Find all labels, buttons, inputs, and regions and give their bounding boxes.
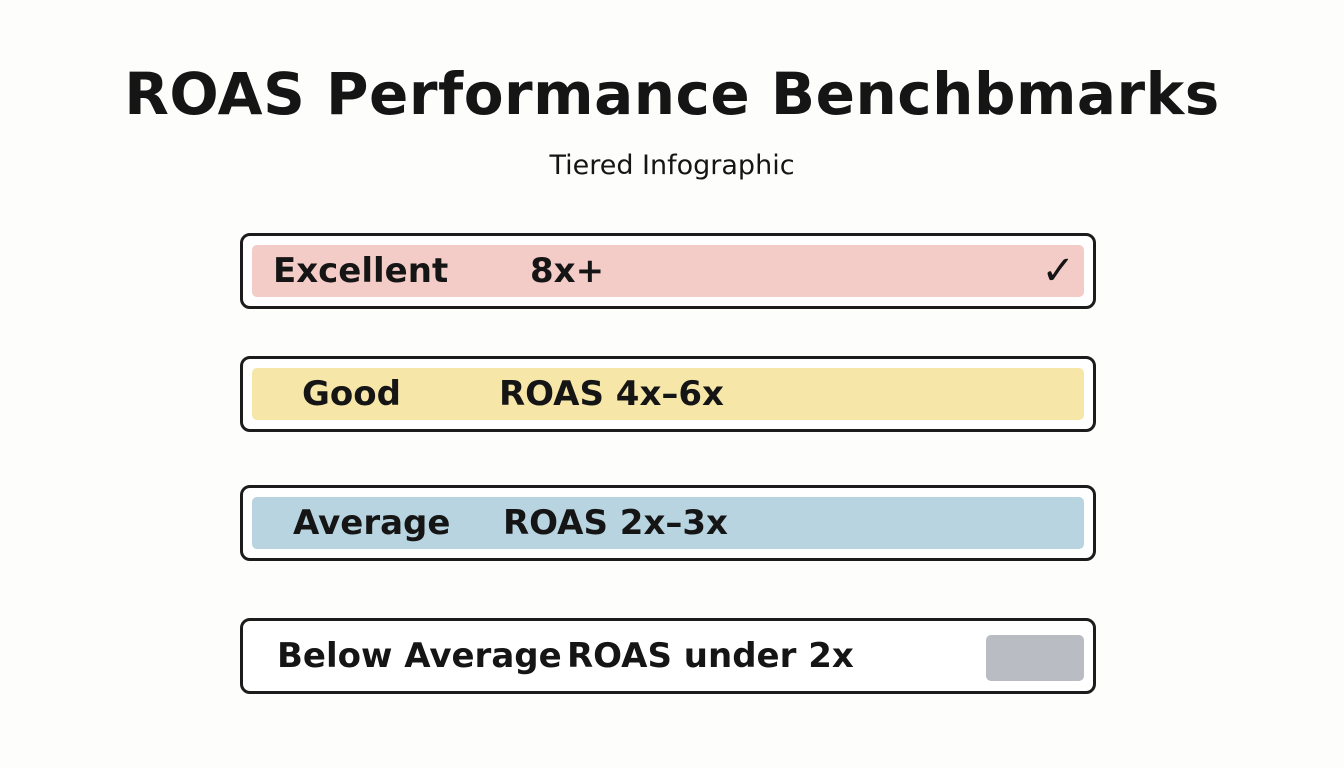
tier-range: 8x+ — [530, 251, 605, 291]
tier-label: Excellent — [273, 251, 449, 291]
tier-excellent: Excellent 8x+ ✓ — [240, 233, 1096, 309]
tier-label: Good — [302, 374, 401, 414]
tier-label: Below Average — [277, 636, 562, 676]
tier-fill — [252, 497, 1084, 549]
tier-fill — [252, 368, 1084, 420]
tier-good: Good ROAS 4x–6x — [240, 356, 1096, 432]
tier-below-average: Below Average ROAS under 2x — [240, 618, 1096, 694]
page-subtitle: Tiered Infographic — [549, 150, 795, 181]
tier-label: Average — [293, 503, 451, 543]
tier-average: Average ROAS 2x–3x — [240, 485, 1096, 561]
tier-range: ROAS 4x–6x — [499, 374, 724, 414]
tier-range: ROAS under 2x — [567, 636, 854, 676]
tier-fill — [252, 245, 1084, 297]
tier-range: ROAS 2x–3x — [503, 503, 728, 543]
tier-swatch — [986, 635, 1084, 681]
check-icon: ✓ — [1041, 248, 1075, 294]
page-title: ROAS Performance Benchbmarks — [124, 60, 1220, 128]
